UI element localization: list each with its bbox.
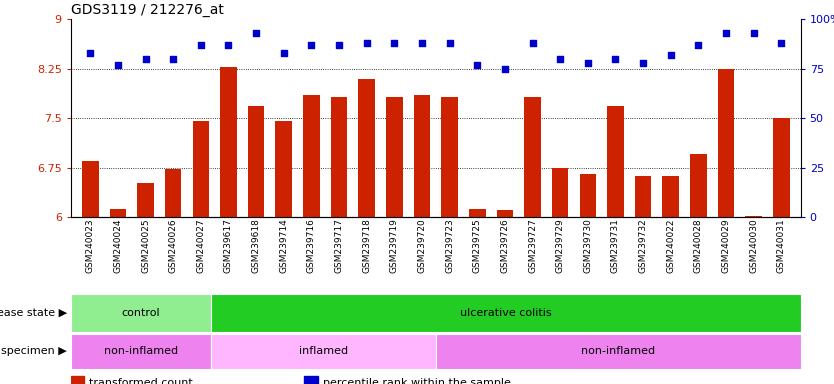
Point — [332, 42, 345, 48]
Text: GSM239617: GSM239617 — [224, 218, 233, 273]
Bar — [165, 169, 182, 217]
Bar — [441, 97, 458, 217]
Text: GSM239618: GSM239618 — [252, 218, 260, 273]
Text: GSM239714: GSM239714 — [279, 218, 289, 273]
Text: specimen ▶: specimen ▶ — [1, 346, 67, 356]
Point — [470, 61, 484, 68]
Point — [554, 56, 567, 62]
Point — [720, 30, 733, 36]
Bar — [275, 121, 292, 217]
Text: GSM240028: GSM240028 — [694, 218, 703, 273]
Bar — [71, 376, 84, 384]
Point — [360, 40, 374, 46]
Bar — [525, 97, 540, 217]
Bar — [303, 95, 319, 217]
Text: GDS3119 / 212276_at: GDS3119 / 212276_at — [71, 3, 224, 17]
Text: GSM239719: GSM239719 — [389, 218, 399, 273]
Point — [691, 42, 705, 48]
Bar — [414, 95, 430, 217]
Bar — [635, 176, 651, 217]
Bar — [248, 106, 264, 217]
Bar — [138, 183, 153, 217]
Point — [415, 40, 429, 46]
Text: GSM239727: GSM239727 — [528, 218, 537, 273]
Bar — [552, 167, 569, 217]
Text: GSM239718: GSM239718 — [362, 218, 371, 273]
Text: GSM240024: GSM240024 — [113, 218, 123, 273]
Text: GSM239725: GSM239725 — [473, 218, 482, 273]
Bar — [469, 209, 485, 217]
Text: GSM239730: GSM239730 — [583, 218, 592, 273]
Text: ulcerative colitis: ulcerative colitis — [460, 308, 552, 318]
Bar — [193, 121, 209, 217]
Bar — [220, 67, 237, 217]
Point — [526, 40, 540, 46]
Point — [609, 56, 622, 62]
Point — [83, 50, 97, 56]
Text: non-inflamed: non-inflamed — [581, 346, 656, 356]
Point — [664, 52, 677, 58]
Text: GSM240027: GSM240027 — [196, 218, 205, 273]
Text: control: control — [122, 308, 160, 318]
Text: GSM239726: GSM239726 — [500, 218, 510, 273]
Bar — [773, 118, 790, 217]
Text: GSM240026: GSM240026 — [168, 218, 178, 273]
Bar — [82, 161, 98, 217]
Point — [498, 66, 511, 72]
Point — [388, 40, 401, 46]
Bar — [304, 376, 318, 384]
Text: inflamed: inflamed — [299, 346, 348, 356]
Point — [167, 56, 180, 62]
Text: GSM239732: GSM239732 — [639, 218, 647, 273]
Text: transformed count: transformed count — [89, 378, 193, 384]
Text: GSM240023: GSM240023 — [86, 218, 95, 273]
Bar — [211, 334, 435, 369]
Bar — [435, 334, 801, 369]
Bar — [690, 154, 706, 217]
Text: GSM240022: GSM240022 — [666, 218, 676, 273]
Point — [304, 42, 318, 48]
Bar — [109, 209, 126, 217]
Bar — [718, 69, 734, 217]
Bar — [496, 210, 513, 217]
Text: GSM239723: GSM239723 — [445, 218, 454, 273]
Bar — [662, 176, 679, 217]
Text: GSM240025: GSM240025 — [141, 218, 150, 273]
Bar — [71, 294, 211, 332]
Text: disease state ▶: disease state ▶ — [0, 308, 67, 318]
Point — [775, 40, 788, 46]
Point — [636, 60, 650, 66]
Text: non-inflamed: non-inflamed — [104, 346, 178, 356]
Text: GSM240029: GSM240029 — [721, 218, 731, 273]
Bar — [386, 97, 403, 217]
Bar — [746, 216, 762, 217]
Point — [194, 42, 208, 48]
Point — [747, 30, 761, 36]
Point — [222, 42, 235, 48]
Text: GSM239717: GSM239717 — [334, 218, 344, 273]
Point — [443, 40, 456, 46]
Point — [277, 50, 290, 56]
Point — [581, 60, 595, 66]
Text: GSM239729: GSM239729 — [555, 218, 565, 273]
Bar — [211, 294, 801, 332]
Point — [249, 30, 263, 36]
Bar — [607, 106, 624, 217]
Bar — [71, 334, 211, 369]
Bar — [580, 174, 596, 217]
Text: GSM239731: GSM239731 — [611, 218, 620, 273]
Text: GSM239720: GSM239720 — [418, 218, 426, 273]
Text: GSM240031: GSM240031 — [776, 218, 786, 273]
Text: GSM239716: GSM239716 — [307, 218, 316, 273]
Text: percentile rank within the sample: percentile rank within the sample — [323, 378, 510, 384]
Bar — [331, 97, 347, 217]
Text: GSM240030: GSM240030 — [749, 218, 758, 273]
Bar — [359, 79, 375, 217]
Point — [138, 56, 152, 62]
Point — [111, 61, 124, 68]
